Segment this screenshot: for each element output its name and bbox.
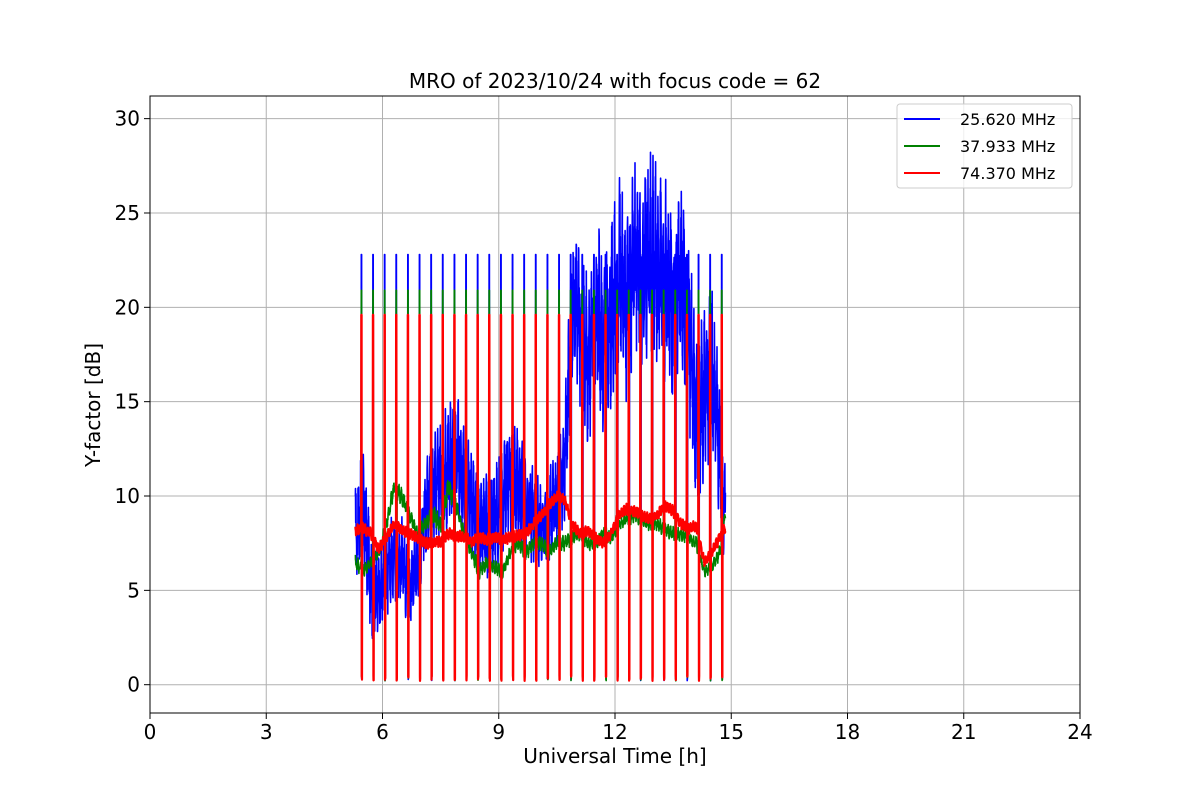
legend: 25.620 MHz 37.933 MHz 74.370 MHz: [896, 103, 1073, 189]
x-tick-label: 15: [719, 720, 744, 744]
x-tick-label: 18: [835, 720, 860, 744]
y-tick-label: 10: [115, 484, 140, 508]
legend-label-1: 25.620 MHz: [960, 110, 1055, 129]
x-axis-label: Universal Time [h]: [523, 744, 706, 768]
plot-area: [149, 95, 1081, 714]
series-line-3: [354, 313, 727, 683]
y-tick-label: 0: [127, 673, 140, 697]
y-tick-label: 5: [127, 578, 140, 602]
y-axis: 0 5 10 15 20 25 30: [115, 107, 150, 697]
y-tick-label: 15: [115, 390, 140, 414]
x-axis: 0 3 6 9 12 15 18 21 24: [144, 713, 1093, 744]
x-tick-label: 3: [260, 720, 273, 744]
legend-frame: [896, 103, 1073, 189]
x-tick-label: 21: [951, 720, 976, 744]
y-tick-label: 25: [115, 201, 140, 225]
y-tick-label: 30: [115, 107, 140, 131]
chart-title: MRO of 2023/10/24 with focus code = 62: [409, 69, 821, 93]
x-tick-label: 9: [492, 720, 505, 744]
legend-label-3: 74.370 MHz: [960, 164, 1055, 183]
x-tick-label: 24: [1067, 720, 1092, 744]
series-layer: [354, 151, 727, 683]
y-axis-label: Y-factor [dB]: [81, 343, 105, 468]
x-tick-label: 0: [144, 720, 157, 744]
y-tick-label: 20: [115, 295, 140, 319]
series-line-2: [354, 289, 727, 682]
x-tick-label: 12: [602, 720, 627, 744]
x-tick-label: 6: [376, 720, 389, 744]
legend-label-2: 37.933 MHz: [960, 137, 1055, 156]
